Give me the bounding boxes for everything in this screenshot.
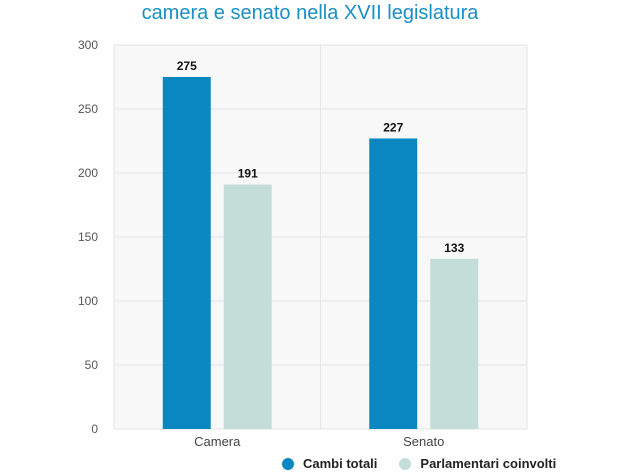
y-axis-ticks: 0 50 100 150 200 250 300 [78,38,98,436]
bars [162,77,479,429]
y-tick-label: 100 [78,294,98,308]
legend: Cambi totali Parlamentari coinvolti [282,456,578,471]
data-label-cambi-totali-camera: 275 [177,59,197,73]
y-tick-label: 300 [78,38,98,52]
bar-cambi-totali-camera[interactable] [162,77,211,429]
legend-swatch-cambi-totali [282,457,294,470]
y-tick-label: 250 [78,102,98,116]
bar-parlamentari-coinvolti-camera[interactable] [223,184,272,429]
y-tick-label: 50 [85,358,99,372]
legend-label-parlamentari-coinvolti: Parlamentari coinvolti [420,456,557,471]
x-category-label: Camera [194,434,241,449]
legend-label-cambi-totali: Cambi totali [303,456,378,471]
data-label-cambi-totali-senato: 227 [383,120,403,134]
y-tick-label: 150 [78,230,98,244]
x-category-label: Senato [403,434,444,449]
bar-parlamentari-coinvolti-senato[interactable] [430,258,479,429]
y-tick-label: 0 [91,422,98,436]
data-label-parlamentari-coinvolti-camera: 191 [238,167,258,181]
bar-cambi-totali-senato[interactable] [369,138,418,429]
y-tick-label: 200 [78,166,98,180]
legend-item-parlamentari-coinvolti[interactable]: Parlamentari coinvolti [399,456,556,471]
data-labels: 275 191 227 133 [177,59,465,255]
legend-swatch-parlamentari-coinvolti [399,457,412,470]
x-axis-categories: Camera Senato [194,434,444,449]
legend-item-cambi-totali[interactable]: Cambi totali [282,456,377,471]
chart-title: camera e senato nella XVII legislatura [141,2,479,24]
data-label-parlamentari-coinvolti-senato: 133 [444,241,464,255]
